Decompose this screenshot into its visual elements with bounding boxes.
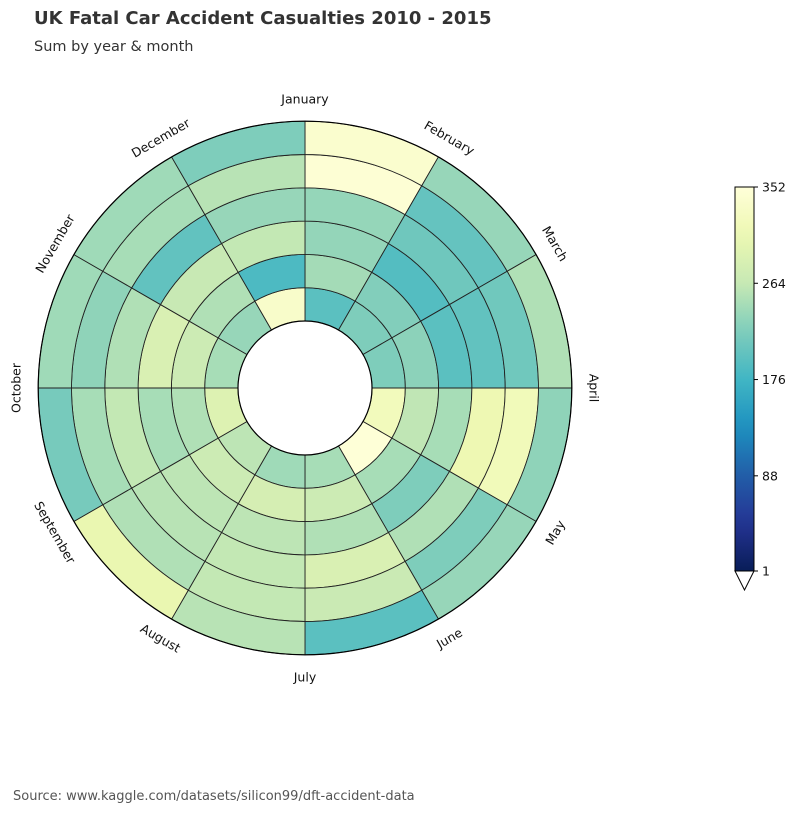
colorbar-extend-arrow bbox=[734, 570, 755, 592]
month-label-july: July bbox=[293, 669, 317, 684]
heatmap-cells bbox=[37, 120, 573, 656]
source-note: Source: www.kaggle.com/datasets/silicon9… bbox=[13, 789, 415, 804]
colorbar-tick-label: 88 bbox=[762, 468, 778, 483]
month-label-january: January bbox=[280, 92, 329, 107]
month-label-april: April bbox=[586, 374, 601, 403]
month-label-october: October bbox=[9, 362, 24, 413]
colorbar-tick-label: 176 bbox=[762, 372, 786, 387]
chart-subtitle: Sum by year & month bbox=[34, 39, 194, 55]
chart-title: UK Fatal Car Accident Casualties 2010 - … bbox=[34, 8, 492, 29]
month-label-june: June bbox=[433, 625, 465, 652]
inner-ring bbox=[237, 320, 373, 456]
month-label-march: March bbox=[539, 223, 571, 264]
colorbar-tick-label: 352 bbox=[762, 180, 786, 195]
colorbar bbox=[734, 186, 755, 572]
colorbar-tick-label: 264 bbox=[762, 276, 786, 291]
colorbar-ticks: 1 88 176 264 352 bbox=[754, 180, 786, 579]
outer-ring bbox=[37, 120, 573, 656]
month-label-may: May bbox=[542, 517, 568, 547]
month-label-august: August bbox=[138, 621, 183, 656]
colorbar-tick-label: 1 bbox=[762, 564, 770, 579]
